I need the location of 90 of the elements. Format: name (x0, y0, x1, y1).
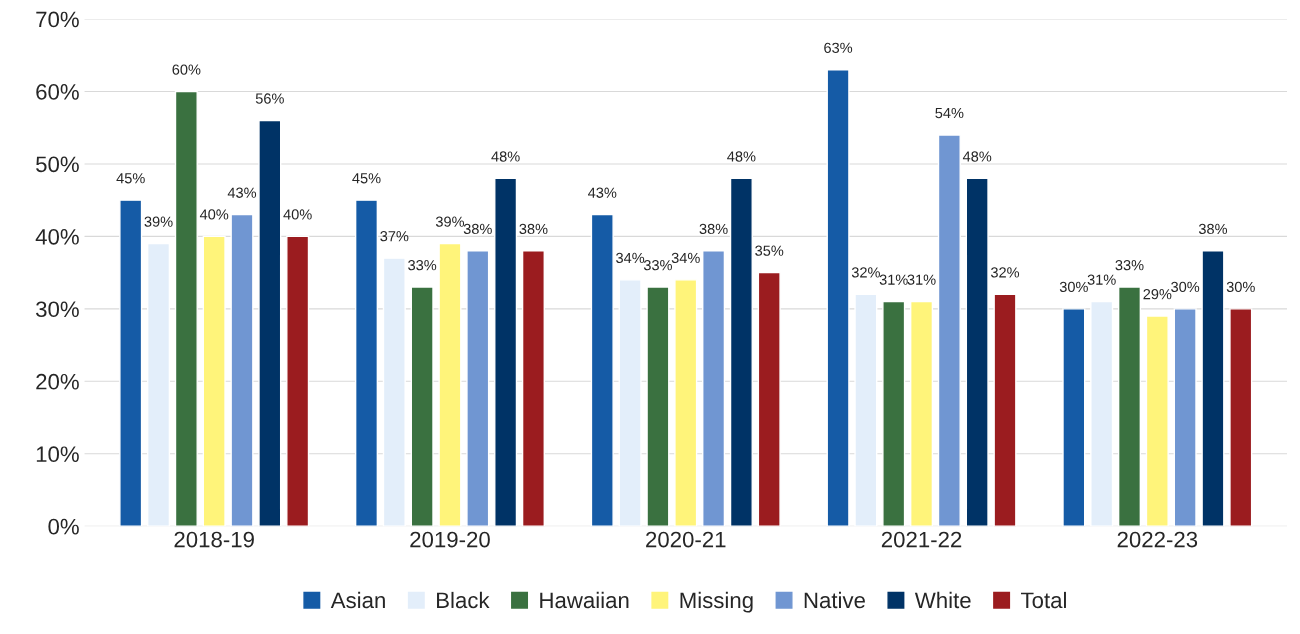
bar (1173, 308, 1197, 527)
data-label: 37% (380, 231, 409, 242)
bar (590, 213, 614, 527)
data-label: 48% (962, 151, 992, 162)
bar (1145, 315, 1169, 527)
legend-label: White (914, 591, 971, 609)
data-label: 60% (172, 64, 201, 75)
y-tick-label: 50% (36, 156, 79, 173)
data-label: 31% (907, 274, 936, 285)
data-label: 43% (588, 187, 617, 198)
bar (646, 286, 670, 527)
bar (119, 199, 143, 527)
data-label: 29% (1143, 289, 1172, 300)
x-tick-label: 2019-20 (410, 531, 490, 548)
x-tick-label: 2020-21 (646, 531, 726, 548)
bar (618, 279, 642, 527)
data-label: 30% (1226, 281, 1255, 293)
bar (1117, 286, 1142, 527)
bar (882, 300, 906, 527)
legend-label: Missing (680, 591, 753, 613)
data-label: 32% (990, 267, 1020, 278)
bar (258, 119, 282, 527)
data-label: 32% (851, 267, 880, 278)
data-label: 33% (1115, 260, 1144, 271)
bar (1062, 308, 1086, 527)
data-label: 40% (283, 209, 312, 220)
bar (521, 250, 545, 527)
y-tick-label: 40% (35, 228, 79, 245)
bar (826, 69, 850, 527)
data-label: 35% (755, 245, 784, 256)
bar (1090, 300, 1114, 527)
bar (965, 177, 989, 527)
bar (937, 134, 961, 527)
data-label: 43% (227, 187, 257, 198)
bar (674, 279, 698, 527)
data-label: 34% (616, 252, 645, 264)
bar (410, 286, 434, 527)
data-label: 45% (352, 173, 381, 184)
bar (729, 177, 753, 527)
bar (230, 213, 254, 527)
data-label: 40% (199, 209, 229, 220)
data-label: 39% (435, 216, 465, 227)
data-label: 30% (1059, 281, 1088, 293)
y-tick-label: 60% (36, 84, 79, 100)
bar (909, 300, 934, 527)
bar (382, 257, 406, 527)
data-label: 33% (643, 260, 672, 271)
bar (757, 271, 781, 527)
bar (202, 235, 226, 527)
y-tick-label: 0% (48, 518, 79, 535)
data-label: 34% (671, 252, 700, 264)
data-label: 31% (879, 274, 908, 285)
data-label: 31% (1087, 274, 1116, 285)
legend-label: Total (1021, 591, 1066, 609)
data-label: 39% (144, 216, 173, 227)
x-tick-label: 2021-22 (881, 531, 962, 548)
data-label: 38% (699, 223, 728, 235)
x-tick-label: 2018-19 (174, 531, 254, 548)
data-label: 38% (463, 223, 492, 235)
y-tick-label: 10% (36, 446, 79, 463)
data-label: 33% (408, 260, 437, 271)
bar (1201, 250, 1225, 527)
bar (146, 242, 171, 527)
x-tick-label: 2022-23 (1117, 531, 1198, 548)
data-label: 63% (824, 42, 853, 53)
data-label: 48% (727, 151, 756, 162)
bar (494, 177, 518, 527)
bar (993, 293, 1017, 527)
bar (174, 90, 198, 527)
bar (286, 235, 310, 527)
bar (854, 293, 878, 527)
y-tick-label: 20% (36, 373, 79, 390)
bar (702, 250, 726, 527)
legend-label: Hawaiian (540, 591, 629, 609)
data-label: 48% (491, 151, 520, 162)
data-label: 54% (935, 107, 964, 119)
legend-label: Native (804, 591, 865, 609)
data-label: 30% (1171, 281, 1200, 293)
legend-label: Asian (330, 591, 385, 609)
bar (1229, 308, 1253, 527)
data-label: 38% (519, 223, 548, 235)
legend-label: Black (437, 591, 490, 609)
data-label: 45% (116, 173, 145, 184)
data-label: 38% (1198, 223, 1228, 235)
data-label: 56% (255, 93, 284, 104)
y-tick-label: 70% (36, 11, 79, 28)
bar (354, 199, 379, 527)
bar (438, 242, 462, 527)
bar (466, 250, 490, 527)
y-tick-label: 30% (36, 301, 79, 318)
